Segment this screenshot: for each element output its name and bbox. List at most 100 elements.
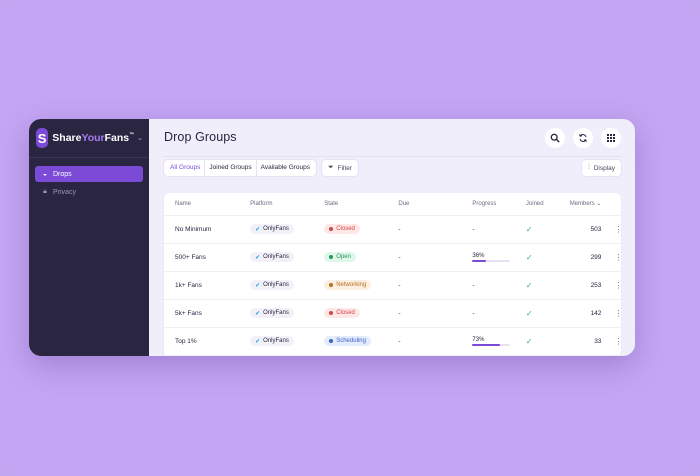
row-menu-button[interactable]: ⋮ (603, 243, 621, 272)
cell-platform: ✔ OnlyFans (239, 299, 314, 328)
cell-progress: 73% (461, 327, 515, 356)
onlyfans-icon: ✔ (255, 254, 261, 261)
progress-fill (472, 260, 487, 262)
cell-name: 1k+ Fans (164, 271, 240, 300)
display-button[interactable]: ⫶ Display (581, 160, 621, 176)
groups-table-card: Name Platform State Due Progress Joined … (164, 193, 621, 356)
status-label: Closed (336, 310, 355, 316)
kebab-menu-icon: ⋮ (614, 252, 621, 262)
tab-separator (204, 160, 206, 176)
sliders-icon: ⫶ (587, 164, 590, 171)
kebab-menu-icon: ⋮ (614, 308, 621, 318)
progress-indicator: 36% (472, 253, 511, 262)
members-header-label: Members (569, 201, 595, 208)
progress-value: - (472, 309, 475, 317)
platform-label: OnlyFans (263, 282, 289, 288)
platform-badge: ✔ OnlyFans (250, 336, 294, 346)
cell-joined: ✓ (514, 271, 555, 300)
sidebar-divider (29, 157, 149, 158)
grid-icon (607, 134, 615, 142)
filter-button[interactable]: ⏷ Filter (322, 160, 359, 176)
kebab-menu-icon: ⋮ (614, 336, 621, 346)
column-header-progress[interactable]: Progress (461, 193, 515, 216)
header-divider (164, 156, 621, 157)
cell-joined: ✓ (514, 215, 555, 244)
status-badge: Scheduling (324, 336, 371, 346)
column-header-state[interactable]: State (313, 193, 388, 216)
platform-label: OnlyFans (263, 226, 289, 232)
cell-members: 503 (554, 215, 604, 244)
cell-state: Closed (313, 299, 388, 328)
column-header-actions (603, 193, 621, 216)
tab-joined-groups[interactable]: Joined Groups (209, 164, 252, 171)
search-button[interactable] (545, 128, 565, 148)
kebab-menu-icon: ⋮ (614, 280, 621, 290)
refresh-button[interactable] (573, 128, 593, 148)
kebab-menu-icon: ⋮ (614, 224, 621, 234)
apps-button[interactable] (601, 128, 621, 148)
platform-label: OnlyFans (263, 254, 289, 260)
cell-name: No Minimum (164, 215, 240, 244)
status-label: Scheduling (336, 338, 366, 344)
check-icon: ✓ (525, 224, 533, 234)
row-menu-button[interactable]: ⋮ (603, 299, 621, 328)
filter-label: Filter (337, 164, 353, 172)
cell-name: Top 1% (164, 327, 240, 356)
table-row[interactable]: 1k+ Fans ✔ OnlyFans Networking - - ✓ 253… (164, 271, 621, 300)
check-icon: ✓ (525, 308, 533, 318)
cell-due: - (387, 327, 462, 356)
main-content: Drop Groups All Groups Joined Groups (149, 119, 635, 356)
sidebar-item-privacy[interactable]: 🔒︎ Privacy (35, 184, 143, 200)
brand-switcher[interactable]: S ShareYourFans™ ⌄ (35, 127, 143, 149)
column-header-platform[interactable]: Platform (239, 193, 314, 216)
cell-progress: - (461, 299, 515, 328)
cell-members: 33 (554, 327, 604, 356)
column-header-due[interactable]: Due (387, 193, 462, 216)
table-row[interactable]: 500+ Fans ✔ OnlyFans Open - 36% ✓ 299 ⋮ (164, 243, 621, 272)
progress-value: - (472, 225, 475, 233)
sort-chevron-icon[interactable]: ⌄ (596, 201, 602, 208)
status-label: Networking (336, 282, 367, 288)
onlyfans-icon: ✔ (255, 338, 261, 345)
cell-state: Networking (313, 271, 388, 300)
page-title: Drop Groups (164, 130, 237, 144)
column-header-joined[interactable]: Joined (514, 193, 555, 216)
row-menu-button[interactable]: ⋮ (603, 215, 621, 244)
column-header-members[interactable]: Members ⌄ (554, 193, 604, 216)
cell-platform: ✔ OnlyFans (239, 243, 314, 272)
cell-joined: ✓ (514, 243, 555, 272)
column-header-name[interactable]: Name (164, 193, 240, 216)
status-dot (329, 311, 334, 315)
cell-platform: ✔ OnlyFans (239, 327, 314, 356)
display-label: Display (593, 164, 615, 172)
tab-separator (255, 160, 257, 176)
table-row[interactable]: 5k+ Fans ✔ OnlyFans Closed - - ✓ 142 ⋮ (164, 299, 621, 328)
cell-progress: - (461, 215, 515, 244)
progress-bar (472, 344, 511, 346)
cell-name: 500+ Fans (164, 243, 240, 272)
row-menu-button[interactable]: ⋮ (603, 327, 621, 356)
tab-all-groups[interactable]: All Groups (170, 164, 201, 171)
chevron-down-icon[interactable]: ⌄ (137, 135, 143, 142)
cell-state: Scheduling (313, 327, 388, 356)
progress-bar (472, 260, 511, 262)
cell-members: 253 (554, 271, 604, 300)
cell-state: Closed (313, 215, 388, 244)
tab-available-groups[interactable]: Available Groups (260, 164, 311, 171)
platform-badge: ✔ OnlyFans (250, 224, 294, 234)
status-dot (329, 339, 334, 343)
table-row[interactable]: No Minimum ✔ OnlyFans Closed - - ✓ 503 ⋮ (164, 215, 621, 244)
cell-members: 299 (554, 243, 604, 272)
status-dot (329, 227, 334, 231)
progress-fill (472, 344, 501, 346)
progress-value: 36% (472, 253, 485, 259)
status-badge: Closed (324, 224, 360, 234)
table-row[interactable]: Top 1% ✔ OnlyFans Scheduling - 73% ✓ 33 … (164, 327, 621, 356)
status-label: Closed (336, 226, 355, 232)
search-icon (550, 133, 560, 143)
header-actions (545, 128, 621, 148)
cell-progress: - (461, 271, 515, 300)
sidebar: S ShareYourFans™ ⌄ ◒ Drops 🔒︎ Privacy (29, 119, 149, 356)
sidebar-item-drops[interactable]: ◒ Drops (35, 166, 143, 182)
row-menu-button[interactable]: ⋮ (603, 271, 621, 300)
